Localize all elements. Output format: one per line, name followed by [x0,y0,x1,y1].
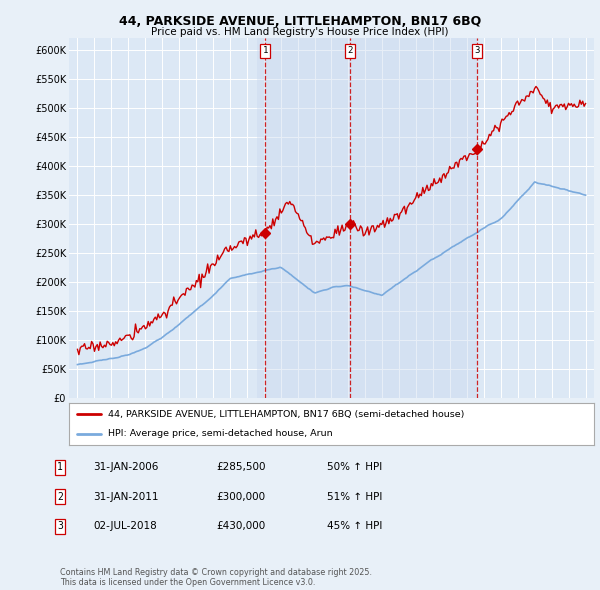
Text: £285,500: £285,500 [216,463,265,472]
Text: Contains HM Land Registry data © Crown copyright and database right 2025.
This d: Contains HM Land Registry data © Crown c… [60,568,372,587]
Text: 2: 2 [57,492,63,502]
Text: 50% ↑ HPI: 50% ↑ HPI [327,463,382,472]
Text: £430,000: £430,000 [216,522,265,531]
Bar [257,38,350,398]
Text: 51% ↑ HPI: 51% ↑ HPI [327,492,382,502]
Text: 3: 3 [474,47,479,55]
Text: 44, PARKSIDE AVENUE, LITTLEHAMPTON, BN17 6BQ: 44, PARKSIDE AVENUE, LITTLEHAMPTON, BN17… [119,15,481,28]
Bar [350,38,477,398]
Text: 2: 2 [347,47,352,55]
Text: 02-JUL-2018: 02-JUL-2018 [93,522,157,531]
Text: £300,000: £300,000 [216,492,265,502]
Text: 31-JAN-2006: 31-JAN-2006 [93,463,158,472]
Text: HPI: Average price, semi-detached house, Arun: HPI: Average price, semi-detached house,… [109,430,333,438]
Text: 31-JAN-2011: 31-JAN-2011 [93,492,158,502]
Text: 45% ↑ HPI: 45% ↑ HPI [327,522,382,531]
Text: Price paid vs. HM Land Registry's House Price Index (HPI): Price paid vs. HM Land Registry's House … [151,27,449,37]
Text: 3: 3 [57,522,63,531]
Text: 44, PARKSIDE AVENUE, LITTLEHAMPTON, BN17 6BQ (semi-detached house): 44, PARKSIDE AVENUE, LITTLEHAMPTON, BN17… [109,410,465,419]
Text: 1: 1 [57,463,63,472]
Text: 1: 1 [262,47,268,55]
